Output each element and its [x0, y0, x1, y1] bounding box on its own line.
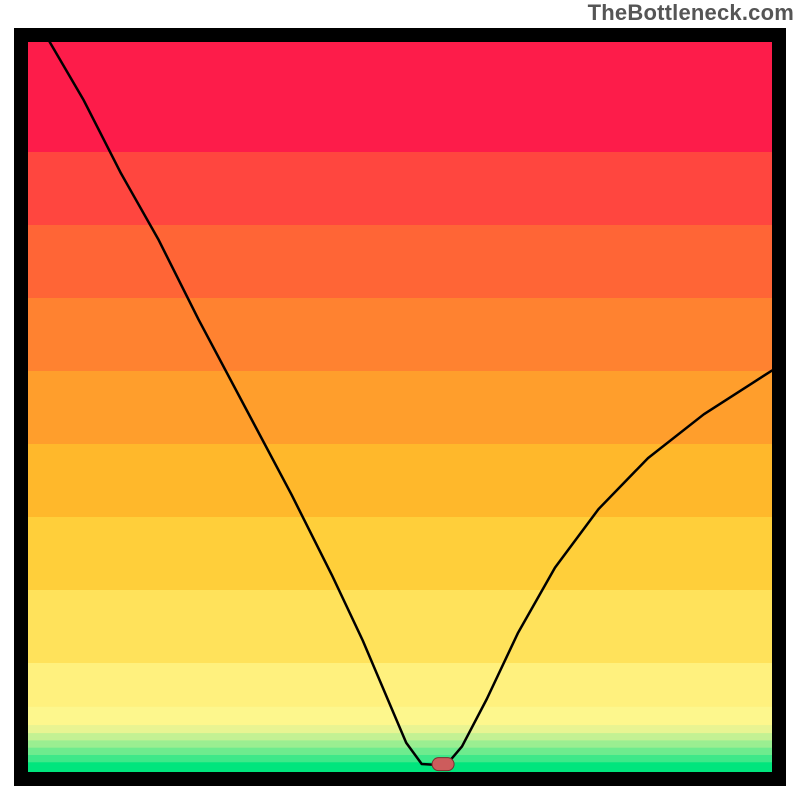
- gradient-band: [28, 706, 772, 725]
- gradient-band: [28, 747, 772, 755]
- gradient-band: [28, 443, 772, 517]
- gradient-band: [28, 754, 772, 762]
- chart-frame: TheBottleneck.com: [0, 0, 800, 800]
- gradient-band: [28, 297, 772, 371]
- gradient-band: [28, 42, 772, 153]
- chart-svg: [0, 0, 800, 800]
- optimum-marker: [432, 757, 455, 771]
- gradient-band: [28, 761, 772, 772]
- gradient-band: [28, 739, 772, 747]
- gradient-band: [28, 151, 772, 225]
- gradient-band: [28, 516, 772, 590]
- gradient-band: [28, 662, 772, 707]
- gradient-band: [28, 370, 772, 444]
- background-gradient: [28, 42, 772, 773]
- gradient-band: [28, 589, 772, 663]
- gradient-band: [28, 732, 772, 740]
- gradient-band: [28, 224, 772, 298]
